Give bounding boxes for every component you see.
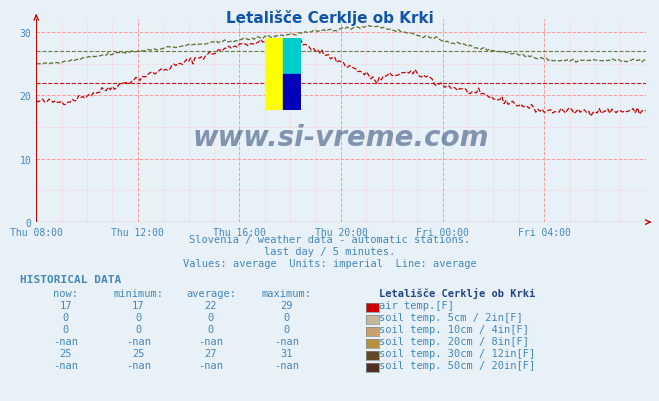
Bar (265, 39, 283, 111)
Bar (283, 75, 301, 111)
Text: minimum:: minimum: (113, 288, 163, 298)
Text: -nan: -nan (198, 336, 223, 346)
Text: -nan: -nan (274, 336, 299, 346)
Bar (283, 39, 301, 75)
Text: soil temp. 20cm / 8in[F]: soil temp. 20cm / 8in[F] (379, 336, 529, 346)
Text: -nan: -nan (126, 336, 151, 346)
Text: 25: 25 (132, 348, 144, 358)
Text: average:: average: (186, 288, 236, 298)
Text: 0: 0 (63, 324, 69, 334)
Text: 0: 0 (63, 312, 69, 322)
Text: air temp.[F]: air temp.[F] (379, 300, 454, 310)
Text: now:: now: (53, 288, 78, 298)
Text: -nan: -nan (274, 360, 299, 370)
Text: 0: 0 (208, 312, 214, 322)
Text: 0: 0 (283, 324, 290, 334)
Text: Slovenia / weather data - automatic stations.: Slovenia / weather data - automatic stat… (189, 235, 470, 245)
Text: soil temp. 10cm / 4in[F]: soil temp. 10cm / 4in[F] (379, 324, 529, 334)
Text: 17: 17 (132, 300, 144, 310)
Text: 0: 0 (283, 312, 290, 322)
Text: Values: average  Units: imperial  Line: average: Values: average Units: imperial Line: av… (183, 259, 476, 269)
Text: 0: 0 (208, 324, 214, 334)
Text: soil temp. 5cm / 2in[F]: soil temp. 5cm / 2in[F] (379, 312, 523, 322)
Text: Letališče Cerklje ob Krki: Letališče Cerklje ob Krki (225, 10, 434, 26)
Text: 31: 31 (281, 348, 293, 358)
Text: soil temp. 30cm / 12in[F]: soil temp. 30cm / 12in[F] (379, 348, 535, 358)
Text: -nan: -nan (126, 360, 151, 370)
Text: -nan: -nan (53, 360, 78, 370)
Text: 29: 29 (281, 300, 293, 310)
Text: last day / 5 minutes.: last day / 5 minutes. (264, 247, 395, 257)
Text: 0: 0 (135, 312, 142, 322)
Text: Letališče Cerklje ob Krki: Letališče Cerklje ob Krki (379, 287, 535, 298)
Text: -nan: -nan (198, 360, 223, 370)
Text: 0: 0 (135, 324, 142, 334)
Text: 25: 25 (60, 348, 72, 358)
Text: 22: 22 (205, 300, 217, 310)
Text: 27: 27 (205, 348, 217, 358)
Text: maximum:: maximum: (262, 288, 312, 298)
Text: soil temp. 50cm / 20in[F]: soil temp. 50cm / 20in[F] (379, 360, 535, 370)
Text: HISTORICAL DATA: HISTORICAL DATA (20, 275, 121, 285)
Text: 17: 17 (60, 300, 72, 310)
Text: -nan: -nan (53, 336, 78, 346)
Text: www.si-vreme.com: www.si-vreme.com (193, 124, 489, 152)
